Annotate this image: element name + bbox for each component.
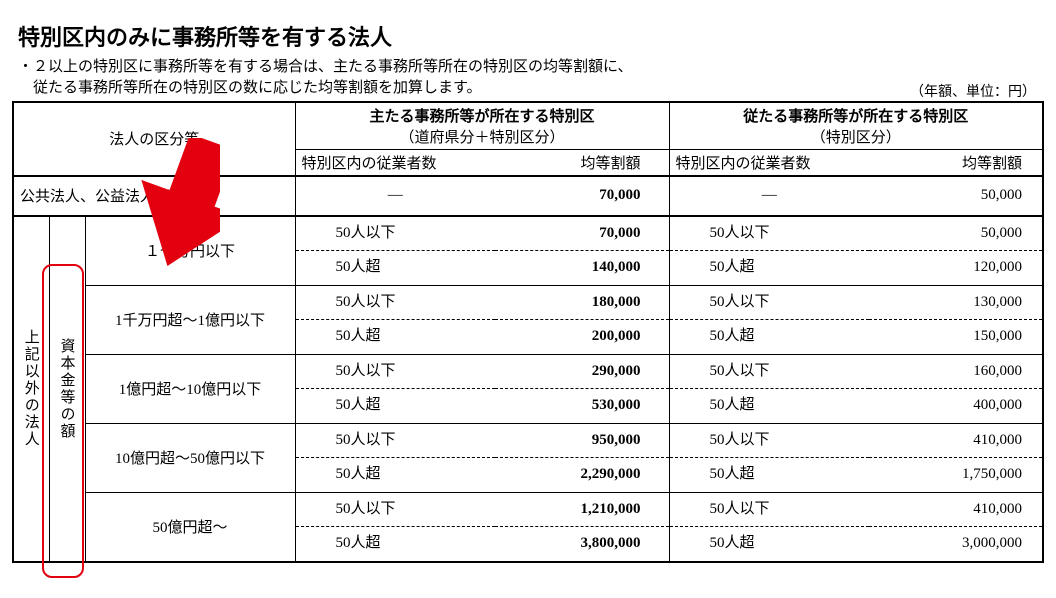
cell-sub-emp: 50人以下 xyxy=(669,285,869,320)
hdr-main-office-sub: （道府県分＋特別区分） xyxy=(400,130,565,146)
range-label: 10億円超～50億円以下 xyxy=(85,423,295,492)
cell-main-amt: 290,000 xyxy=(495,354,669,389)
hdr-sub-amt: 均等割額 xyxy=(869,149,1043,176)
row-public-main-emp: — xyxy=(295,176,495,216)
cell-sub-emp: 50人超 xyxy=(669,527,869,562)
cell-sub-amt: 400,000 xyxy=(869,389,1043,424)
table-row: 50億円超～ 50人以下 1,210,000 50人以下 410,000 xyxy=(13,492,1043,527)
row-public-sub-amt: 50,000 xyxy=(869,176,1043,216)
range-label: １千万円以下 xyxy=(85,216,295,286)
cell-main-emp: 50人以下 xyxy=(295,492,495,527)
hdr-main-office: 主たる事務所等が所在する特別区 （道府県分＋特別区分） xyxy=(295,102,669,150)
cell-sub-emp: 50人以下 xyxy=(669,216,869,251)
cell-sub-emp: 50人以下 xyxy=(669,423,869,458)
cell-sub-amt: 150,000 xyxy=(869,320,1043,355)
cell-sub-amt: 50,000 xyxy=(869,216,1043,251)
note-line-1: ・２以上の特別区に事務所等を有する場合は、主たる事務所等所在の特別区の均等割額に… xyxy=(18,57,1044,78)
cell-main-emp: 50人以下 xyxy=(295,216,495,251)
table-row: 1億円超～10億円以下 50人以下 290,000 50人以下 160,000 xyxy=(13,354,1043,389)
cell-main-amt: 200,000 xyxy=(495,320,669,355)
cell-sub-emp: 50人以下 xyxy=(669,492,869,527)
cell-main-emp: 50人超 xyxy=(295,389,495,424)
hdr-main-emp: 特別区内の従業者数 xyxy=(295,149,495,176)
header-row-1: 法人の区分等 主たる事務所等が所在する特別区 （道府県分＋特別区分） 従たる事務… xyxy=(13,102,1043,150)
row-public-label: 公共法人、公益法人等 など xyxy=(13,176,295,216)
cell-sub-amt: 410,000 xyxy=(869,492,1043,527)
tax-table: 法人の区分等 主たる事務所等が所在する特別区 （道府県分＋特別区分） 従たる事務… xyxy=(12,101,1044,563)
cell-sub-emp: 50人超 xyxy=(669,458,869,493)
cell-main-amt: 3,800,000 xyxy=(495,527,669,562)
cell-sub-emp: 50人以下 xyxy=(669,354,869,389)
cell-main-amt: 70,000 xyxy=(495,216,669,251)
table-row: 10億円超～50億円以下 50人以下 950,000 50人以下 410,000 xyxy=(13,423,1043,458)
cell-sub-amt: 410,000 xyxy=(869,423,1043,458)
cell-main-amt: 180,000 xyxy=(495,285,669,320)
range-label: 1千万円超～1億円以下 xyxy=(85,285,295,354)
cell-sub-emp: 50人超 xyxy=(669,389,869,424)
cell-sub-emp: 50人超 xyxy=(669,251,869,286)
range-label: 50億円超～ xyxy=(85,492,295,562)
cell-main-emp: 50人超 xyxy=(295,527,495,562)
cell-main-emp: 50人超 xyxy=(295,251,495,286)
row-public-sub-emp: — xyxy=(669,176,869,216)
group-inner-label: 資本金等の額 xyxy=(49,216,85,562)
cell-main-amt: 950,000 xyxy=(495,423,669,458)
hdr-main-amt: 均等割額 xyxy=(495,149,669,176)
cell-main-emp: 50人超 xyxy=(295,458,495,493)
row-public: 公共法人、公益法人等 など — 70,000 — 50,000 xyxy=(13,176,1043,216)
cell-main-emp: 50人以下 xyxy=(295,423,495,458)
cell-sub-amt: 1,750,000 xyxy=(869,458,1043,493)
cell-main-emp: 50人以下 xyxy=(295,285,495,320)
cell-sub-amt: 120,000 xyxy=(869,251,1043,286)
range-label: 1億円超～10億円以下 xyxy=(85,354,295,423)
hdr-corp-type: 法人の区分等 xyxy=(13,102,295,176)
hdr-sub-emp: 特別区内の従業者数 xyxy=(669,149,869,176)
hdr-sub-office-bold: 従たる事務所等が所在する特別区 xyxy=(743,108,968,125)
group-outer-label: 上記以外の法人 xyxy=(13,216,49,562)
cell-sub-emp: 50人超 xyxy=(669,320,869,355)
cell-main-amt: 140,000 xyxy=(495,251,669,286)
hdr-sub-office-sub: （特別区分） xyxy=(811,130,901,146)
cell-main-amt: 530,000 xyxy=(495,389,669,424)
table-row: 上記以外の法人 資本金等の額 １千万円以下 50人以下 70,000 50人以下… xyxy=(13,216,1043,251)
table-row: 1千万円超～1億円以下 50人以下 180,000 50人以下 130,000 xyxy=(13,285,1043,320)
cell-sub-amt: 130,000 xyxy=(869,285,1043,320)
hdr-main-office-bold: 主たる事務所等が所在する特別区 xyxy=(370,108,595,125)
cell-sub-amt: 3,000,000 xyxy=(869,527,1043,562)
hdr-sub-office: 従たる事務所等が所在する特別区 （特別区分） xyxy=(669,102,1043,150)
row-public-main-amt: 70,000 xyxy=(495,176,669,216)
page-title: 特別区内のみに事務所等を有する法人 xyxy=(18,24,1044,53)
cell-main-amt: 2,290,000 xyxy=(495,458,669,493)
cell-main-emp: 50人超 xyxy=(295,320,495,355)
cell-main-amt: 1,210,000 xyxy=(495,492,669,527)
cell-sub-amt: 160,000 xyxy=(869,354,1043,389)
cell-main-emp: 50人以下 xyxy=(295,354,495,389)
